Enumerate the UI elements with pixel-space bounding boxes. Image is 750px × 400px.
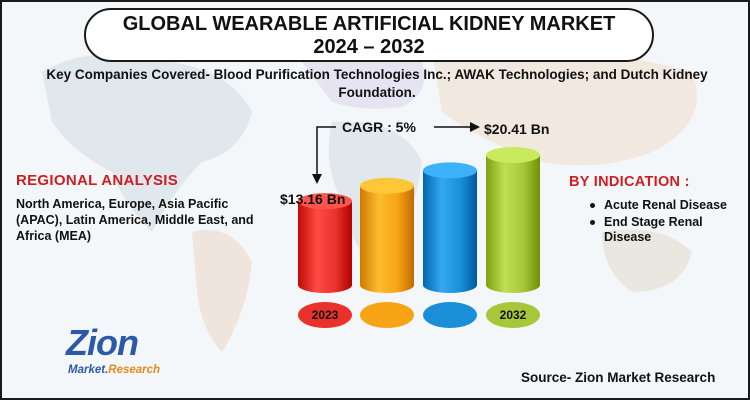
start-value-label: $13.16 Bn bbox=[280, 191, 345, 207]
end-value-label: $20.41 Bn bbox=[484, 121, 549, 137]
bar-top-3 bbox=[423, 162, 477, 179]
key-companies-text: Key Companies Covered- Blood Purificatio… bbox=[46, 67, 708, 100]
by-indication-heading: BY INDICATION : bbox=[569, 174, 690, 190]
page-title-line-2: 2024 – 2032 bbox=[313, 36, 425, 58]
year-label-2023: 2023 bbox=[312, 308, 339, 322]
bar-top-2 bbox=[360, 177, 414, 194]
cagr-label: CAGR : 5% bbox=[342, 119, 416, 135]
year-label-2032: 2032 bbox=[500, 308, 527, 322]
bar-2 bbox=[360, 185, 414, 293]
year-ellipse-3 bbox=[423, 302, 477, 328]
indication-list: Acute Renal Disease End Stage Renal Dise… bbox=[586, 198, 746, 247]
cagr-arrow-down bbox=[316, 126, 336, 178]
logo-sub-a: Market. bbox=[68, 364, 109, 376]
zion-logo: Zion Market.Research bbox=[66, 324, 176, 388]
year-ellipse-1 bbox=[298, 302, 352, 328]
indication-item: End Stage Renal Disease bbox=[586, 215, 746, 245]
cagr-arrow-down-head bbox=[312, 174, 322, 184]
page-title-line-1: GLOBAL WEARABLE ARTIFICIAL KIDNEY MARKET bbox=[122, 13, 616, 35]
bar-top-4 bbox=[486, 147, 540, 163]
cagr-arrow-right-head bbox=[470, 122, 480, 132]
bar-4 bbox=[486, 155, 540, 293]
year-ellipse-2 bbox=[360, 302, 414, 328]
regional-analysis-heading: REGIONAL ANALYSIS bbox=[16, 172, 179, 189]
year-ellipse-4 bbox=[486, 302, 540, 328]
indication-item: Acute Renal Disease bbox=[586, 198, 746, 213]
logo-wordmark: Zion bbox=[66, 322, 139, 363]
bar-top-1 bbox=[298, 193, 352, 210]
bar-1 bbox=[298, 201, 352, 293]
bar-3 bbox=[423, 170, 477, 293]
regional-analysis-text: North America, Europe, Asia Pacific (APA… bbox=[16, 197, 254, 243]
logo-sub-b: Research bbox=[108, 364, 161, 376]
source-note: Source- Zion Market Research bbox=[521, 370, 716, 385]
title-banner: GLOBAL WEARABLE ARTIFICIAL KIDNEY MARKET… bbox=[84, 8, 654, 62]
logo-subtext: Market.Research bbox=[68, 364, 160, 376]
